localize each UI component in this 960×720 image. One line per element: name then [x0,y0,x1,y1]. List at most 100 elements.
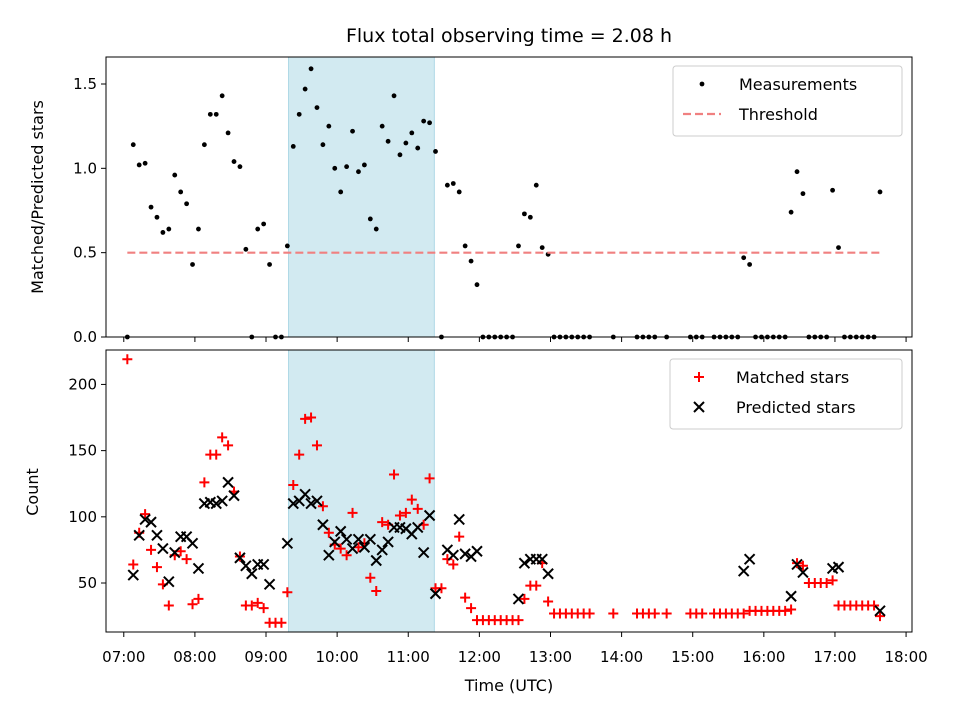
bottom-y-tick-label: 200 [68,375,97,393]
bottom-predicted-point [228,489,240,502]
bottom-predicted-point [423,509,436,522]
top-measurement-point [166,226,172,232]
top-measurement-point [314,105,320,111]
top-measurement-point [427,120,432,126]
bottom-predicted-point [471,545,483,557]
top-measurement-point [142,160,148,166]
top-measurement-point [391,93,397,99]
bottom-predicted-point [299,488,311,501]
bottom-matched-point [531,580,542,591]
bottom-matched-point [389,469,400,480]
bottom-predicted-point [323,549,335,561]
bottom-predicted-point [257,558,270,571]
top-measurement-point [830,187,835,193]
top-measurement-point [207,111,213,117]
bottom-matched-point [317,501,328,512]
bottom-matched-point [252,597,263,608]
bottom-x-tick-label: 18:00 [884,648,927,666]
bottom-matched-point [371,585,382,596]
top-measurement-point [433,149,438,154]
bottom-matched-point [519,593,530,604]
bottom-predicted-point [334,525,347,538]
bottom-matched-point [246,600,257,611]
bottom-matched-point [193,593,204,604]
bottom-predicted-point [376,544,388,556]
bottom-matched-point [454,531,465,542]
top-measurement-point [172,172,178,178]
x-axis-label: Time (UTC) [464,676,553,695]
bottom-predicted-point [145,516,157,528]
bottom-matched-point [151,562,162,573]
bottom-y-axis-label: Count [23,468,42,516]
bottom-x-tick-label: 08:00 [173,648,216,666]
top-measurement-point [877,189,883,195]
bottom-predicted-point [240,560,252,572]
top-measurement-point [741,255,747,261]
bottom-predicted-point [329,536,341,548]
bottom-predicted-point [151,529,163,542]
bottom-predicted-point [743,553,756,565]
top-measurement-point [302,86,308,92]
bottom-x-tick-label: 13:00 [529,648,572,666]
bottom-matched-point [424,473,435,484]
bottom-predicted-point [234,552,246,564]
top-measurement-point [201,142,207,148]
top-measurement-point [794,169,800,175]
bottom-plot-area [122,354,886,628]
bottom-shaded-span [288,349,435,633]
bottom-matched-point [406,494,417,505]
top-legend-marker [699,81,705,87]
bottom-matched-point [394,510,405,521]
top-measurement-point [130,142,136,148]
top-measurement-point [225,130,231,136]
bottom-matched-point [584,608,595,619]
top-measurement-point [367,216,373,222]
top-measurement-point [290,143,296,149]
bottom-matched-point [211,449,222,460]
top-measurement-point [148,204,154,210]
top-y-tick-label: 0.5 [73,244,97,262]
bottom-matched-point [543,596,554,607]
bottom-matched-point [335,543,346,554]
top-measurement-point [261,221,267,227]
bottom-predicted-point [186,537,199,550]
top-measurement-point [154,214,160,220]
bottom-predicted-point [785,590,797,602]
top-panel: 0.0 0.5 1.0 1.5 Measurements Threshold [73,56,913,346]
top-y-tick-label: 1.0 [73,159,97,177]
bottom-matched-point [460,592,471,603]
bottom-predicted-point [210,497,222,510]
top-y-tick-label: 0.0 [73,328,97,346]
bottom-predicted-point [246,568,258,580]
bottom-predicted-point [417,546,430,559]
bottom-matched-point [786,604,797,615]
top-measurement-point [539,245,545,251]
top-legend: Measurements Threshold [672,65,903,137]
bottom-matched-point [780,605,791,616]
bottom-y-tick-label: 100 [68,508,97,526]
top-measurement-point [308,66,314,72]
bottom-matched-point [258,603,269,614]
top-measurement-point [344,164,350,170]
top-measurement-point [326,123,332,129]
bottom-matched-point [412,503,423,514]
bottom-predicted-point [874,605,886,617]
top-measurement-point [385,138,391,144]
top-chart-title: Flux total observing time = 2.08 h [346,25,672,47]
top-measurement-point [213,111,219,117]
bottom-matched-point [365,572,376,583]
top-measurement-point [196,226,201,232]
bottom-predicted-point [459,548,471,560]
top-measurement-point [361,162,367,168]
top-measurement-point [522,211,527,217]
bottom-predicted-point [536,553,548,565]
top-measurement-point [527,214,533,220]
bottom-predicted-point [542,568,554,580]
bottom-predicted-point [832,561,845,573]
top-measurement-point [800,191,806,197]
bottom-predicted-point [340,533,353,546]
bottom-matched-point [697,608,708,619]
bottom-x-tick-label: 07:00 [102,648,145,666]
bottom-matched-point [163,600,174,611]
